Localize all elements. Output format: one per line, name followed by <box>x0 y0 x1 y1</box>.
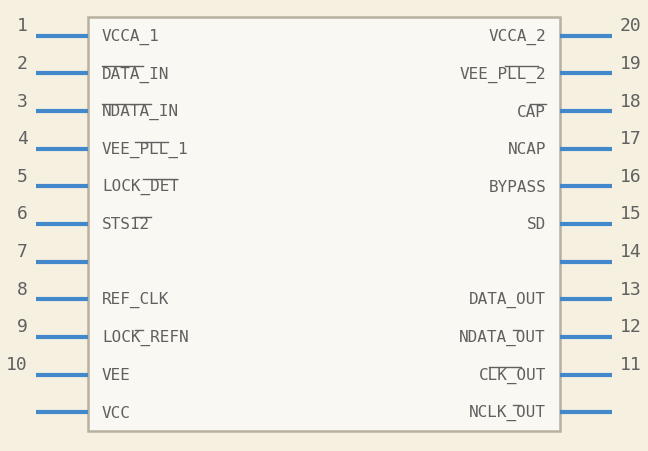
Text: 4: 4 <box>17 130 28 148</box>
Text: 16: 16 <box>620 167 642 185</box>
Text: NCAP: NCAP <box>507 142 546 157</box>
Text: 12: 12 <box>620 318 642 336</box>
Text: 15: 15 <box>620 205 642 223</box>
Text: LOCK_REFN: LOCK_REFN <box>102 329 189 345</box>
Text: VCCA_2: VCCA_2 <box>488 29 546 45</box>
Text: VEE: VEE <box>102 367 131 382</box>
Text: BYPASS: BYPASS <box>488 179 546 194</box>
Text: 20: 20 <box>620 17 642 35</box>
Text: 2: 2 <box>17 55 28 73</box>
Text: REF_CLK: REF_CLK <box>102 291 169 308</box>
Text: CAP: CAP <box>517 104 546 120</box>
Text: CLK_OUT: CLK_OUT <box>479 367 546 383</box>
Text: SD: SD <box>527 217 546 232</box>
Text: 17: 17 <box>620 130 642 148</box>
Text: 11: 11 <box>620 355 642 373</box>
Text: 1: 1 <box>17 17 28 35</box>
Text: 6: 6 <box>17 205 28 223</box>
Text: 19: 19 <box>620 55 642 73</box>
Text: NCLK_OUT: NCLK_OUT <box>469 404 546 420</box>
Text: VEE_PLL_1: VEE_PLL_1 <box>102 141 189 157</box>
Text: 18: 18 <box>620 92 642 110</box>
Text: VEE_PLL_2: VEE_PLL_2 <box>459 66 546 83</box>
Text: VCCA_1: VCCA_1 <box>102 29 160 45</box>
Text: 8: 8 <box>17 280 28 298</box>
Text: 5: 5 <box>17 167 28 185</box>
Text: 10: 10 <box>6 355 28 373</box>
Text: VCC: VCC <box>102 405 131 420</box>
Text: 3: 3 <box>17 92 28 110</box>
Text: 14: 14 <box>620 243 642 261</box>
Bar <box>88 18 560 431</box>
Text: NDATA_IN: NDATA_IN <box>102 104 179 120</box>
Text: 9: 9 <box>17 318 28 336</box>
Text: 13: 13 <box>620 280 642 298</box>
Text: STS12: STS12 <box>102 217 150 232</box>
Text: 7: 7 <box>17 243 28 261</box>
Text: LOCK_DET: LOCK_DET <box>102 179 179 195</box>
Text: NDATA_OUT: NDATA_OUT <box>459 329 546 345</box>
Text: DATA_OUT: DATA_OUT <box>469 291 546 308</box>
Text: DATA_IN: DATA_IN <box>102 66 169 83</box>
